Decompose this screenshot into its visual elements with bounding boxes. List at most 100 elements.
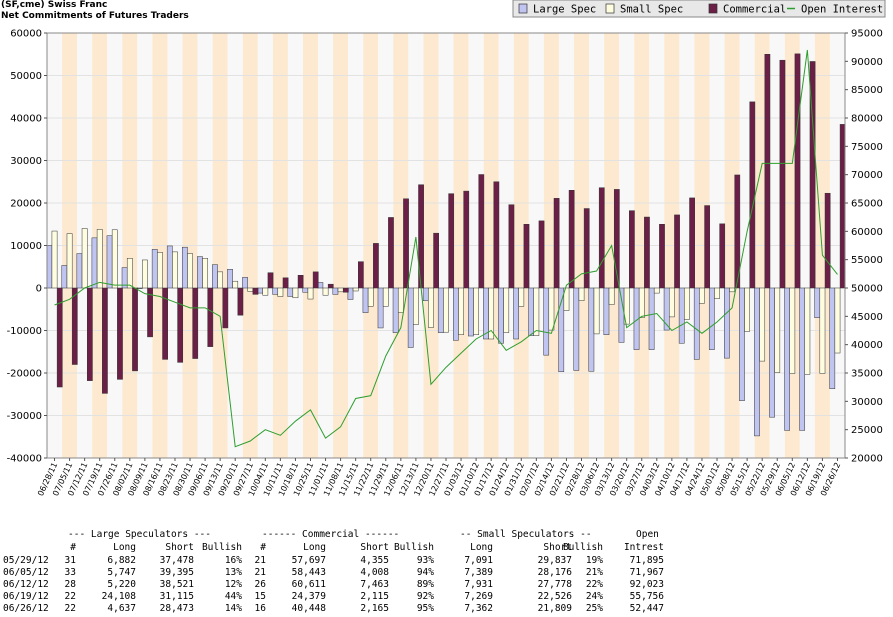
- small-spec-bar: [51, 230, 58, 289]
- row-value: 16%: [224, 555, 242, 566]
- commercial-bar: [493, 181, 500, 289]
- row-value: 24,379: [291, 591, 326, 602]
- small-spec-bar: [759, 287, 766, 362]
- row-value: 44%: [224, 591, 242, 602]
- commercial-bar: [388, 217, 394, 289]
- commercial-bar: [207, 287, 214, 347]
- small-spec-bar: [789, 287, 796, 374]
- large-spec-bar: [543, 287, 550, 356]
- commercial-bar: [222, 287, 229, 329]
- large-spec-bar: [453, 287, 459, 341]
- stats-table: --- Large Speculators --- ------ Commerci…: [0, 527, 893, 617]
- large-spec-bar: [678, 287, 685, 344]
- small-spec-bar: [593, 287, 600, 335]
- small-spec-bar: [81, 228, 88, 289]
- commercial-bar: [433, 232, 439, 289]
- left-tick-label: 50000: [10, 71, 42, 82]
- column-header: Bullish: [393, 542, 434, 553]
- right-tick-label: 90000: [851, 57, 883, 68]
- large-spec-bar: [76, 253, 83, 289]
- small-spec-bar: [503, 287, 510, 333]
- small-spec-bar: [66, 233, 73, 289]
- small-spec-bar: [126, 258, 133, 289]
- small-spec-bar: [232, 280, 239, 289]
- row-value: 28: [64, 579, 76, 590]
- left-tick-label: -30000: [7, 411, 42, 422]
- large-spec-bar: [151, 249, 158, 289]
- row-value: 2,165: [360, 603, 389, 614]
- row-value: 31: [64, 555, 76, 566]
- small-spec-bar: [247, 287, 254, 292]
- large-spec-bar: [287, 287, 294, 297]
- commercial-bar: [252, 287, 259, 295]
- large-spec-bar: [468, 287, 474, 337]
- row-value: 71,967: [629, 567, 664, 578]
- row-value: 4,008: [360, 567, 389, 578]
- left-tick-label: -40000: [7, 454, 42, 465]
- commercial-bar: [177, 287, 184, 363]
- large-spec-bar: [483, 287, 489, 340]
- legend: Large Spec Small Spec Commercial Open Inter…: [512, 0, 886, 18]
- small-spec-bar: [382, 287, 389, 307]
- commercial-bar: [764, 54, 771, 289]
- row-value: 89%: [416, 579, 434, 590]
- group-header-large-speculators: --- Large Speculators ---: [68, 529, 211, 540]
- small-spec-bar: [397, 287, 404, 313]
- right-tick-label: 85000: [851, 85, 883, 96]
- left-axis: 60000 50000 40000 30000 20000 10000 0 -10000 -20…: [7, 29, 47, 465]
- cot-chart: 60000 50000 40000 30000 20000 10000 0 -10000 -20…: [7, 0, 886, 497]
- right-tick-label: 75000: [851, 142, 883, 153]
- row-value: 92,023: [629, 579, 664, 590]
- row-value: 21: [254, 567, 266, 578]
- row-value: 40,448: [291, 603, 326, 614]
- row-date: 06/19/12: [3, 591, 49, 602]
- row-value: 7,091: [464, 555, 493, 566]
- row-value: 29,837: [537, 555, 572, 566]
- right-tick-label: 80000: [851, 114, 883, 125]
- row-value: 22: [64, 603, 76, 614]
- column-header: #: [260, 542, 266, 553]
- small-spec-bar: [262, 287, 269, 296]
- large-spec-bar: [708, 287, 715, 350]
- row-value: 22,526: [537, 591, 572, 602]
- commercial-bar: [358, 261, 364, 289]
- small-spec-bar: [322, 287, 329, 296]
- large-spec-bar: [302, 287, 309, 293]
- column-header: #: [70, 542, 76, 553]
- x-axis: 06/28/1107/05/1107/12/1107/19/1107/26/11…: [36, 458, 842, 497]
- right-tick-label: 60000: [851, 227, 883, 238]
- small-spec-bar: [774, 287, 781, 373]
- large-spec-bar: [498, 287, 504, 344]
- right-tick-label: 30000: [851, 397, 883, 408]
- right-axis: 95000 90000 85000 80000 75000 70000 65000 60000…: [845, 29, 883, 465]
- small-spec-bar: [578, 287, 585, 301]
- small-spec-bar: [443, 287, 449, 333]
- row-value: 7,269: [464, 591, 493, 602]
- row-value: 25%: [585, 603, 603, 614]
- commercial-bar: [809, 61, 816, 289]
- small-spec-bar: [669, 287, 675, 318]
- row-value: 14%: [224, 603, 242, 614]
- commercial-bar: [267, 272, 274, 289]
- small-spec-bar: [157, 252, 163, 289]
- large-spec-bar: [588, 287, 595, 372]
- small-spec-bar: [563, 287, 570, 311]
- left-tick-label: 30000: [10, 156, 42, 167]
- row-value: 7,931: [464, 579, 493, 590]
- row-value: 37,478: [159, 555, 194, 566]
- group-header-commercial: ------ Commercial ------: [262, 529, 400, 540]
- legend-swatch: [605, 3, 615, 14]
- large-spec-bar: [784, 287, 790, 431]
- large-spec-bar: [407, 287, 414, 348]
- commercial-bar: [749, 101, 756, 289]
- chart-title: (SF,cme) Swiss Franc: [1, 0, 108, 10]
- small-spec-bar: [337, 287, 344, 293]
- row-value: 4,637: [107, 603, 136, 614]
- small-spec-bar: [142, 259, 148, 289]
- row-value: 26: [254, 579, 266, 590]
- commercial-bar: [824, 192, 831, 289]
- row-value: 58,443: [291, 567, 326, 578]
- large-spec-bar: [437, 287, 444, 333]
- legend-label: Commercial: [723, 4, 786, 16]
- small-spec-bar: [533, 287, 540, 336]
